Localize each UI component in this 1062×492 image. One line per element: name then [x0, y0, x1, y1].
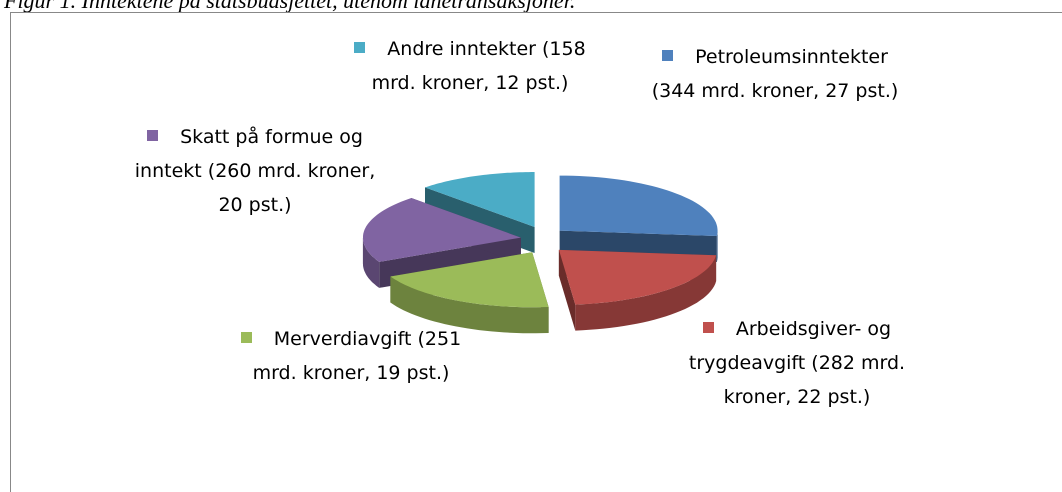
value-label: (260 mrd. kroner, 20 pst.)	[207, 160, 376, 216]
data-label: Petroleumsinntekter (344 mrd. kroner, 27…	[640, 40, 910, 108]
value-label: (282 mrd. kroner, 22 pst.)	[723, 352, 906, 408]
category-label: Skatt på formue og inntekt	[134, 126, 363, 182]
pie-slice	[390, 252, 549, 334]
legend-key	[147, 130, 159, 141]
pie-slice	[559, 175, 718, 262]
chart-frame	[10, 12, 1062, 492]
value-label: (158 mrd. kroner, 12 pst.)	[371, 38, 586, 94]
chart	[362, 172, 718, 334]
slice-top	[425, 172, 535, 227]
chart-title: Figur 1. Inntektene på statsbudsjettet, …	[4, 0, 576, 13]
data-label: Andre inntekter (158 mrd. kroner, 12 pst…	[340, 32, 600, 100]
slice-top	[363, 198, 521, 262]
value-label: (344 mrd. kroner, 27 pst.)	[651, 80, 899, 102]
slice-side	[362, 237, 380, 288]
data-label: Arbeidsgiver- og trygdeavgift (282 mrd. …	[672, 312, 922, 414]
legend-key	[240, 332, 252, 343]
category-label: Arbeidsgiver- og trygdeavgift	[688, 318, 892, 374]
legend-key	[702, 322, 714, 333]
value-label: (251 mrd. kroner, 19 pst.)	[252, 328, 462, 384]
data-label: Skatt på formue og inntekt (260 mrd. kro…	[130, 120, 380, 222]
slice-top	[558, 249, 717, 305]
slice-wall	[558, 249, 576, 331]
data-label: Merverdiavgift (251 mrd. kroner, 19 pst.…	[216, 322, 486, 390]
category-label: Andre inntekter	[387, 38, 536, 60]
slice-side	[575, 255, 717, 331]
legend-key	[662, 50, 674, 61]
legend-key	[354, 42, 366, 53]
slice-top	[390, 252, 549, 308]
pie-slice	[558, 249, 717, 331]
slice-top	[559, 175, 718, 236]
category-label: Merverdiavgift	[273, 328, 412, 350]
slice-side	[716, 230, 718, 262]
slice-side	[390, 276, 549, 334]
page: Figur 1. Inntektene på statsbudsjettet, …	[4, 0, 1062, 492]
category-label: Petroleumsinntekter	[695, 46, 888, 68]
